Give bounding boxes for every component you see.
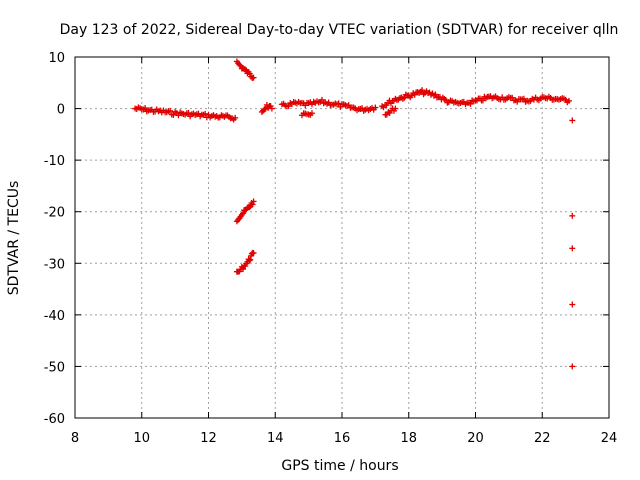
data-point xyxy=(246,204,253,211)
data-point xyxy=(392,105,399,112)
data-point xyxy=(520,95,527,102)
data-point xyxy=(202,110,209,117)
x-tick-label: 10 xyxy=(133,431,150,446)
axis-ticks xyxy=(74,56,610,419)
data-point xyxy=(308,110,315,117)
data-point xyxy=(242,66,249,73)
x-tick-labels: 8 10 12 14 16 18 20 22 24 xyxy=(71,431,617,446)
data-point xyxy=(239,266,246,273)
y-tick-label: 0 xyxy=(57,103,65,118)
y-tick-label: -40 xyxy=(44,309,65,324)
x-tick-label: 12 xyxy=(200,431,217,446)
x-tick-label: 22 xyxy=(534,431,551,446)
data-point xyxy=(285,103,292,110)
x-tick-label: 20 xyxy=(467,431,484,446)
data-point xyxy=(565,97,572,104)
data-point xyxy=(268,105,275,112)
y-tick-label: -50 xyxy=(44,360,65,375)
data-point xyxy=(419,87,426,94)
data-point xyxy=(246,257,253,264)
x-tick-label: 14 xyxy=(267,431,284,446)
x-axis-label: GPS time / hours xyxy=(281,458,398,474)
data-point xyxy=(249,201,256,208)
y-axis-label: SDTVAR / TECUs xyxy=(6,181,22,296)
y-tick-label: -10 xyxy=(44,154,65,169)
data-point xyxy=(232,114,239,121)
data-point xyxy=(467,100,474,107)
data-point xyxy=(569,301,576,308)
data-point xyxy=(569,212,576,219)
y-tick-label: 10 xyxy=(48,51,65,66)
data-point xyxy=(335,100,342,107)
x-tick-label: 8 xyxy=(71,431,79,446)
data-point xyxy=(142,105,149,112)
data-point xyxy=(236,61,243,68)
data-point xyxy=(246,70,253,77)
data-point xyxy=(569,117,576,124)
data-point xyxy=(432,91,439,98)
y-tick-label: -60 xyxy=(44,412,65,427)
x-tick-label: 16 xyxy=(334,431,351,446)
data-point xyxy=(167,107,174,114)
x-tick-label: 24 xyxy=(601,431,618,446)
chart-title: Day 123 of 2022, Sidereal Day-to-day VTE… xyxy=(60,22,619,38)
data-point xyxy=(569,245,576,252)
data-point xyxy=(250,249,257,256)
data-point xyxy=(185,109,192,116)
y-tick-labels: -60 -50 -40 -30 -20 -10 0 10 xyxy=(44,51,65,427)
y-tick-label: -20 xyxy=(44,206,65,221)
data-point xyxy=(569,363,576,370)
data-points xyxy=(132,58,576,370)
data-point xyxy=(170,111,177,118)
data-point xyxy=(318,96,325,103)
data-point xyxy=(250,198,257,205)
data-point xyxy=(250,74,257,81)
y-tick-label: -30 xyxy=(44,257,65,272)
data-point xyxy=(247,256,254,263)
data-point xyxy=(239,210,246,217)
x-tick-label: 18 xyxy=(400,431,417,446)
data-point xyxy=(372,104,379,111)
